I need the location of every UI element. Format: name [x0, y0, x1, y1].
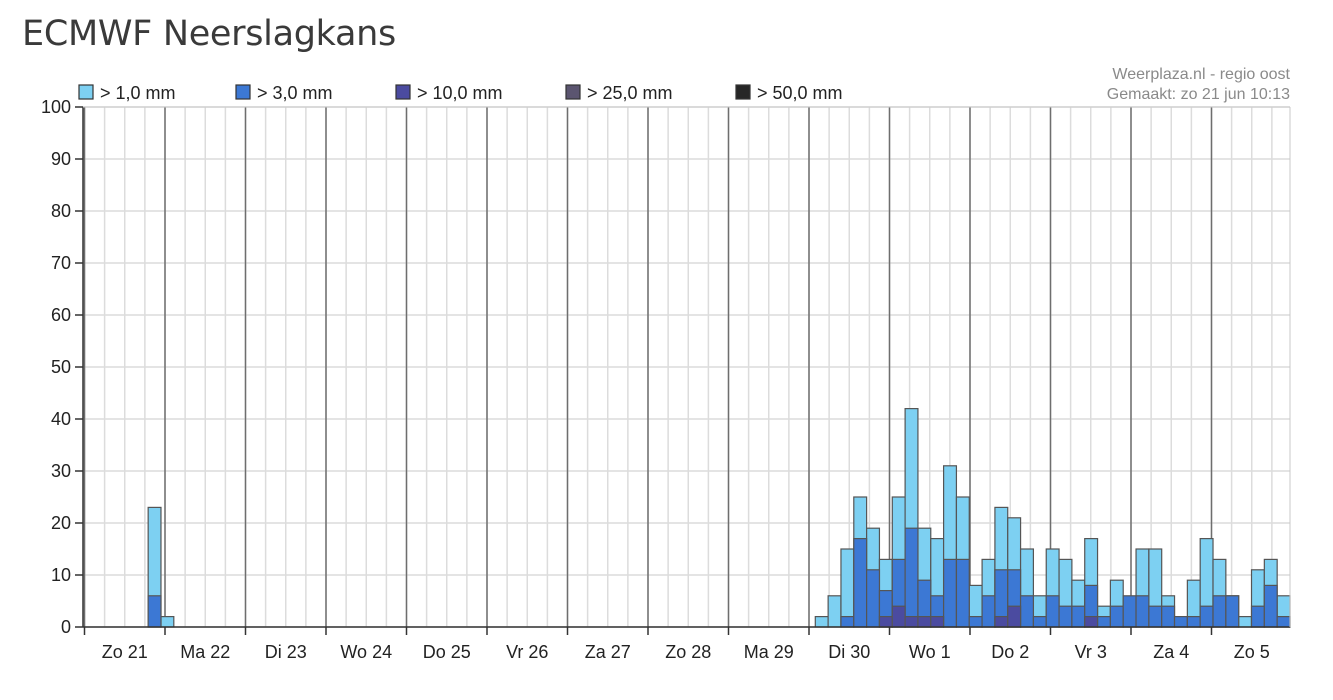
bar-1-76	[1058, 605, 1073, 628]
bar-1-83	[1148, 605, 1163, 628]
y-tick-label: 100	[41, 97, 71, 117]
bar-1-67	[942, 558, 958, 628]
bar-1-79	[1096, 615, 1111, 628]
bar-1-61	[866, 569, 881, 628]
bar-0-58	[827, 595, 842, 628]
bar-1-84	[1161, 605, 1176, 628]
y-tick-label: 80	[51, 201, 71, 221]
bar-1-73	[1019, 595, 1035, 628]
timestamp-label: Gemaakt: zo 21 jun 10:13	[1107, 86, 1290, 103]
bar-0-59	[840, 548, 855, 628]
bar-1-70	[981, 595, 996, 628]
bar-1-92	[1263, 584, 1278, 628]
bar-0-57	[814, 615, 829, 628]
bar-1-77	[1071, 605, 1086, 628]
bar-1-80	[1109, 605, 1124, 628]
source-label: Weerplaza.nl - regio oost	[1112, 66, 1290, 83]
legend-swatch	[78, 84, 94, 100]
bar-1-82	[1135, 595, 1150, 628]
bar-2-65	[917, 615, 932, 628]
legend-label: > 1,0 mm	[100, 83, 176, 103]
bar-1-88	[1212, 595, 1227, 628]
bar-0-6	[160, 615, 175, 628]
bar-0-90	[1238, 615, 1253, 628]
bar-1-91	[1250, 605, 1265, 628]
legend-label: > 3,0 mm	[257, 83, 333, 103]
legend-swatch	[735, 84, 751, 100]
x-tick-label: Za 4	[1153, 642, 1189, 662]
x-tick-label: Vr 3	[1075, 642, 1107, 662]
y-tick-label: 0	[61, 617, 71, 637]
y-tick-label: 40	[51, 409, 71, 429]
bar-2-62	[878, 615, 893, 628]
bar-1-74	[1032, 615, 1047, 628]
y-tick-label: 50	[51, 357, 71, 377]
legend: > 1,0 mm > 3,0 mm > 10,0 mm > 25,0 mm > 50,0…	[78, 83, 843, 103]
bar-2-78	[1084, 615, 1099, 628]
bar-2-71	[994, 615, 1009, 628]
x-tick-label: Ma 29	[744, 642, 794, 662]
x-tick-label: Zo 5	[1234, 642, 1270, 662]
y-tick-label: 10	[51, 565, 71, 585]
x-tick-label: Di 23	[265, 642, 307, 662]
x-tick-label: Do 25	[423, 642, 471, 662]
page-title: ECMWF Neerslagkans	[22, 14, 396, 54]
y-tick-label: 90	[51, 149, 71, 169]
x-tick-label: Ma 22	[180, 642, 230, 662]
legend-label: > 25,0 mm	[587, 83, 673, 103]
legend-swatch	[235, 84, 251, 100]
x-tick-label: Wo 24	[340, 642, 392, 662]
bar-1-69	[968, 615, 983, 628]
bar-1-64	[904, 527, 919, 628]
x-tick-label: Do 2	[991, 642, 1029, 662]
legend-swatch	[395, 84, 411, 100]
x-tick-label: Za 27	[585, 642, 631, 662]
y-tick-label: 60	[51, 305, 71, 325]
x-tick-label: Zo 21	[102, 642, 148, 662]
x-tick-label: Di 30	[828, 642, 870, 662]
bar-2-64	[904, 615, 919, 628]
bar-1-81	[1122, 595, 1137, 628]
axes: 0 10 20 30 40 50 60 70 80 90 100 Zo 21 Ma 22 Di 23 Wo …	[41, 97, 1291, 662]
bar-2-63	[891, 605, 906, 628]
legend-label: > 50,0 mm	[757, 83, 843, 103]
y-tick-label: 20	[51, 513, 71, 533]
bar-1-75	[1045, 595, 1060, 628]
bar-1-87	[1199, 605, 1214, 628]
bar-1-86	[1186, 615, 1201, 628]
bar-1-60	[853, 537, 868, 628]
bar-1-5	[147, 595, 162, 628]
legend-swatch	[565, 84, 581, 100]
legend-label: > 10,0 mm	[417, 83, 503, 103]
bar-1-85	[1173, 615, 1188, 628]
y-tick-label: 70	[51, 253, 71, 273]
bar-1-59	[840, 615, 855, 628]
x-tick-label: Wo 1	[909, 642, 951, 662]
x-tick-label: Zo 28	[665, 642, 711, 662]
x-tick-label: Vr 26	[506, 642, 548, 662]
bar-2-72	[1007, 605, 1022, 628]
bar-1-68	[955, 558, 970, 628]
bar-1-93	[1276, 615, 1291, 628]
grid	[83, 106, 1290, 628]
bar-1-89	[1225, 595, 1240, 628]
y-tick-label: 30	[51, 461, 71, 481]
bar-2-66	[930, 615, 945, 628]
